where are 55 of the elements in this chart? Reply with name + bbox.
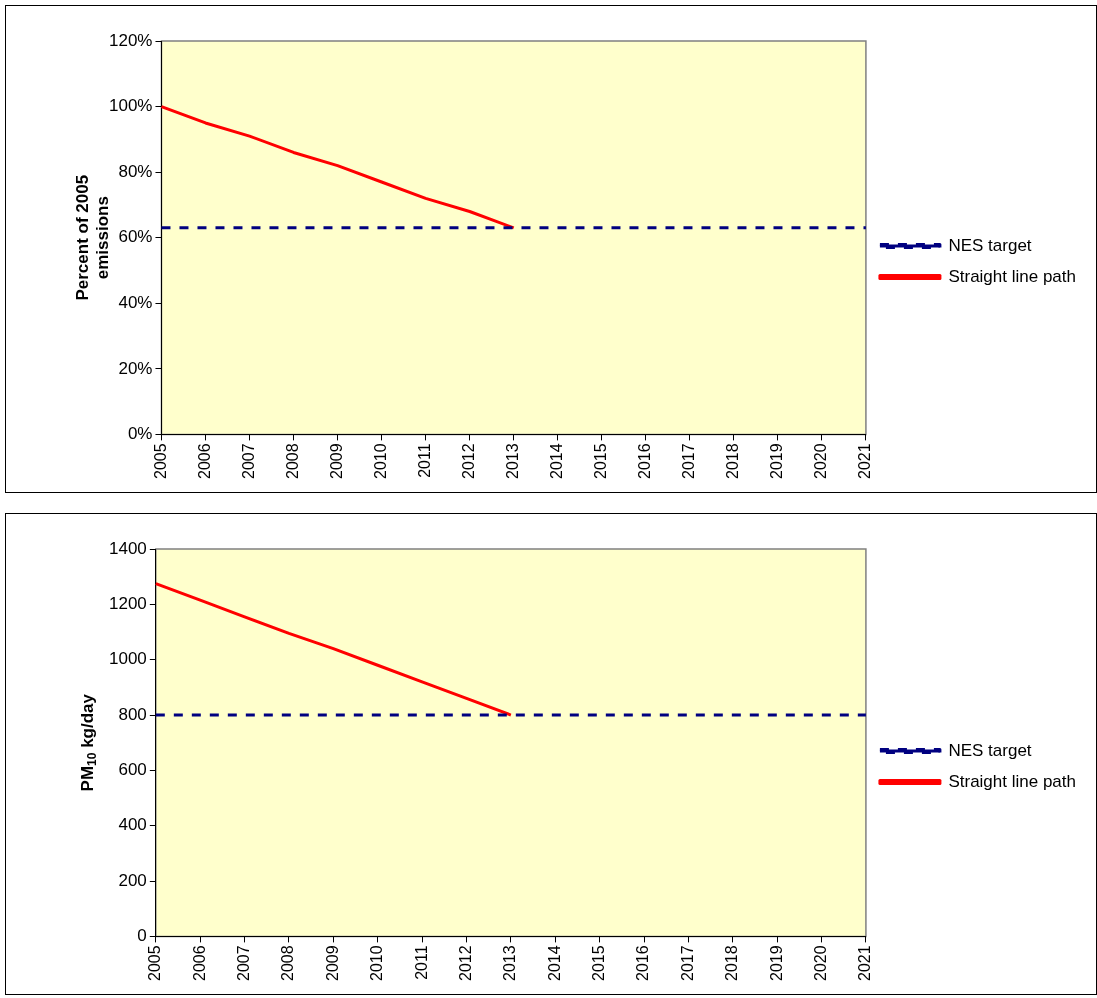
y-tick-label: 200 (118, 870, 147, 890)
x-tick-label: 2007 (234, 945, 252, 981)
x-tick-label: 2014 (545, 945, 563, 981)
x-tick-label: 2016 (634, 945, 652, 981)
y-tick-label: 1200 (108, 594, 147, 614)
y-tick-label: 600 (118, 760, 147, 780)
legend-label: NES target (948, 235, 1032, 255)
x-tick-label: 2005 (146, 945, 164, 981)
y-axis-title: Percent of 2005 emissions (73, 174, 113, 301)
y-axis-title: PM10 kg/day (77, 693, 100, 792)
x-tick-label: 2019 (768, 443, 786, 479)
x-tick-label: 2011 (416, 443, 434, 478)
y-tick-label: 0 (137, 926, 147, 946)
x-tick-label: 2018 (723, 945, 741, 981)
y-tick-label: 0% (127, 424, 153, 444)
x-tick-label: 2007 (239, 443, 257, 479)
y-tick-label: 120% (109, 30, 153, 50)
x-tick-label: 2017 (678, 945, 696, 981)
x-tick-label: 2013 (501, 945, 519, 981)
y-tick-label: 100% (109, 96, 153, 116)
x-tick-label: 2008 (283, 443, 301, 479)
y-tick-label: 800 (118, 704, 147, 724)
y-tick-label: 80% (118, 161, 153, 181)
x-tick-label: 2006 (195, 443, 213, 479)
x-tick-label: 2021 (856, 443, 874, 479)
legend-label: Straight line path (948, 771, 1077, 791)
x-tick-label: 2020 (812, 443, 830, 479)
y-tick-label: 40% (118, 292, 153, 312)
x-tick-label: 2019 (767, 945, 785, 981)
x-tick-label: 2010 (372, 443, 390, 479)
y-tick-label: 20% (118, 358, 153, 378)
y-tick-label: 1400 (108, 538, 147, 558)
legend-label: NES target (948, 740, 1032, 760)
x-tick-label: 2016 (636, 443, 654, 479)
x-tick-label: 2014 (548, 443, 566, 479)
y-tick-label: 1000 (108, 649, 147, 669)
x-tick-label: 2008 (279, 945, 297, 981)
y-tick-label: 60% (118, 227, 153, 247)
x-tick-label: 2006 (190, 945, 208, 981)
x-tick-label: 2009 (328, 443, 345, 479)
x-tick-label: 2012 (456, 945, 474, 981)
y-tick-label: 400 (118, 815, 147, 835)
legend-label: Straight line path (948, 266, 1077, 286)
x-tick-label: 2017 (680, 443, 698, 479)
x-tick-label: 2012 (460, 443, 478, 479)
x-tick-label: 2020 (811, 945, 829, 981)
x-tick-label: 2015 (592, 443, 610, 479)
x-tick-label: 2013 (504, 443, 522, 479)
x-tick-label: 2018 (724, 443, 742, 479)
x-tick-label: 2010 (368, 945, 386, 981)
x-tick-label: 2011 (412, 945, 430, 980)
x-tick-label: 2009 (323, 945, 341, 981)
x-tick-label: 2005 (151, 443, 169, 479)
x-tick-label: 2021 (856, 945, 874, 981)
x-tick-label: 2015 (590, 945, 608, 981)
